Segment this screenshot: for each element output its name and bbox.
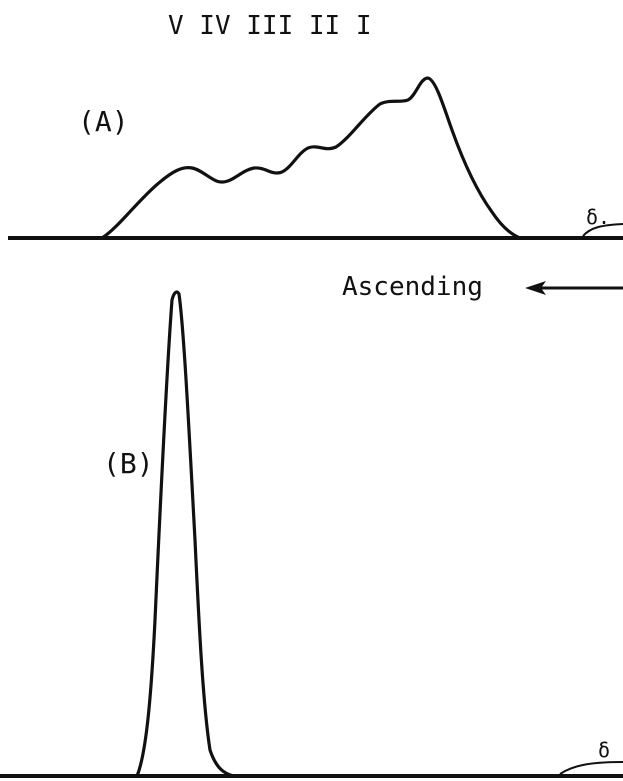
direction-arrow-head — [525, 281, 546, 295]
direction-indicator: Ascending — [342, 272, 623, 302]
panel-a-label: (A) — [78, 105, 129, 138]
panel-a: (A) δ. — [8, 76, 623, 240]
panel-b-profile-curve — [135, 290, 236, 778]
panel-b-label: (B) — [103, 447, 154, 480]
panel-a-profile-curve — [100, 76, 522, 240]
panel-b-delta-tick — [559, 761, 623, 775]
peak-numbers-label: V IV III II I — [168, 11, 372, 41]
direction-label: Ascending — [342, 272, 483, 302]
panel-a-delta-tick — [582, 223, 623, 237]
panel-b: (B) δ — [0, 290, 623, 778]
panel-b-delta-marker: δ — [598, 738, 610, 762]
